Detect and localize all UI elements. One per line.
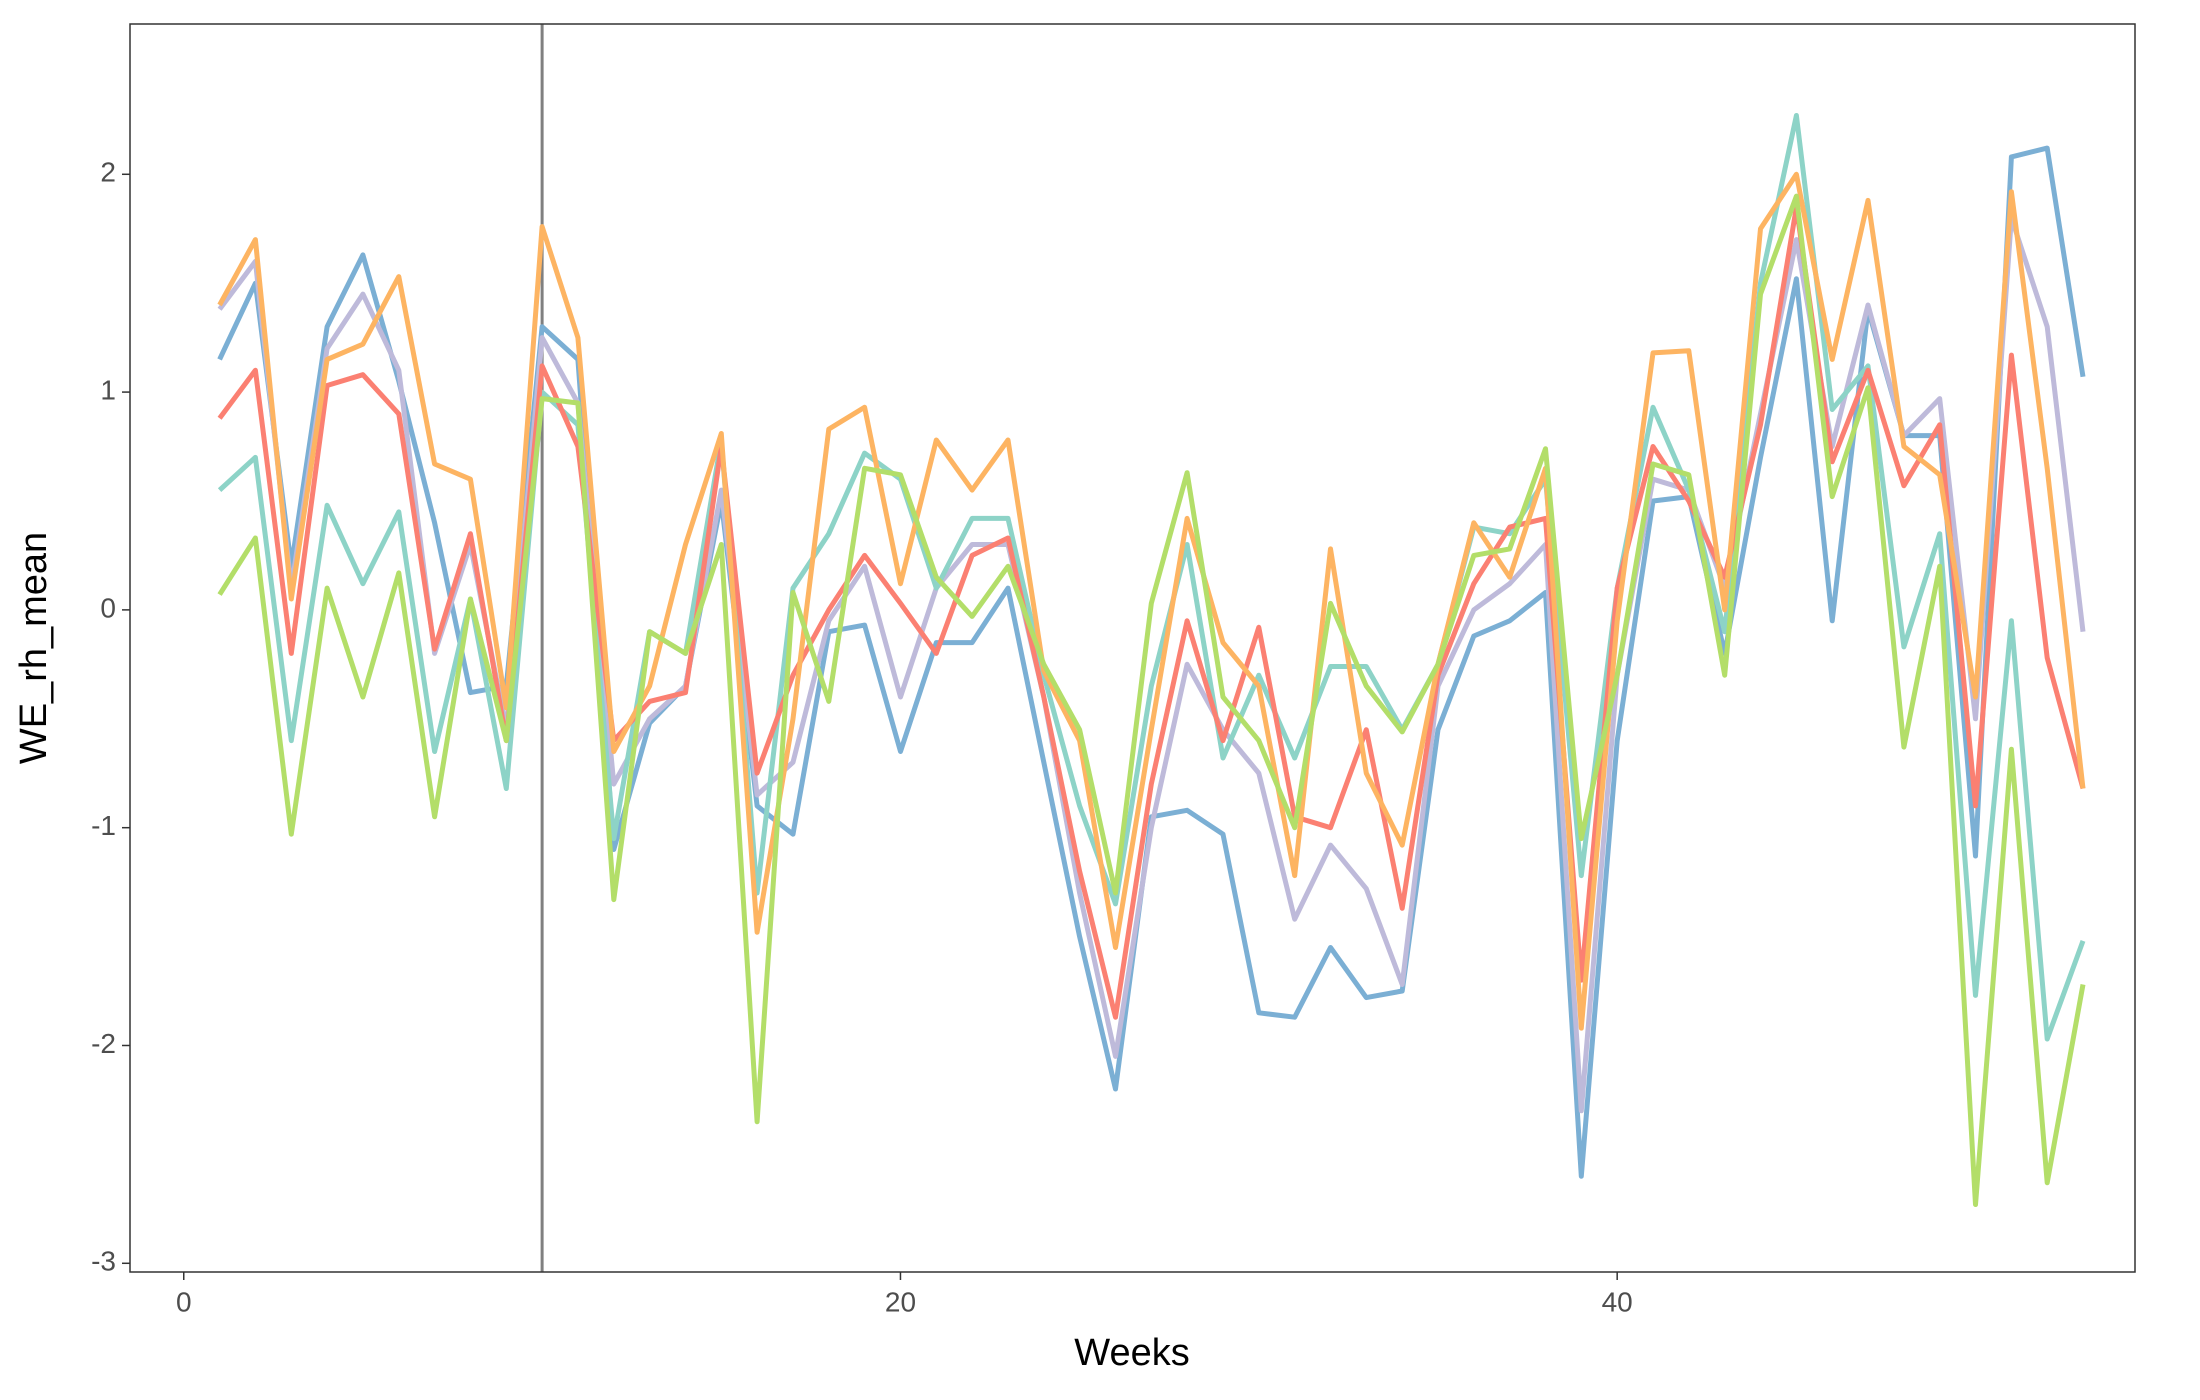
y-tick-label: 0	[100, 592, 116, 623]
series-line	[217, 171, 2086, 1031]
plot-frame	[129, 23, 2136, 1273]
x-axis-title: Weeks	[1074, 1332, 1189, 1374]
x-tick-label: 0	[176, 1286, 192, 1317]
y-tick-label: 2	[100, 157, 116, 188]
y-tick-label: -2	[91, 1028, 116, 1059]
x-tick-label: 20	[885, 1286, 916, 1317]
y-tick-label: -1	[91, 810, 116, 841]
y-tick-label: -3	[91, 1246, 116, 1277]
y-tick-label: 1	[100, 374, 116, 405]
y-axis-title: WE_rh_mean	[13, 532, 55, 764]
series-line	[217, 193, 2086, 1207]
x-tick-label: 40	[1602, 1286, 1633, 1317]
